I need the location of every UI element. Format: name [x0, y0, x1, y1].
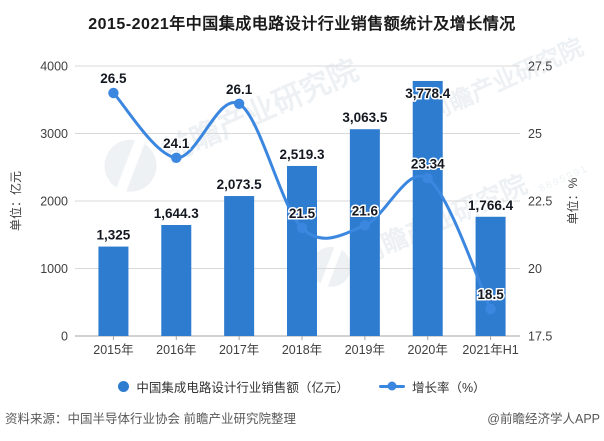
legend-bar-marker-icon: [118, 380, 130, 392]
legend-item-sales[interactable]: 中国集成电路设计行业销售额（亿元）: [118, 377, 349, 396]
source-text: 资料来源：中国半导体行业协会 前瞻产业研究院整理: [5, 412, 296, 426]
legend-line-marker-icon: [378, 381, 405, 391]
legend-item-growth[interactable]: 增长率（%）: [378, 377, 486, 396]
line-value-label: 21.6: [352, 203, 379, 218]
line-value-label: 18.5: [477, 287, 504, 302]
right-axis-tick: 25: [528, 127, 542, 141]
credit-text: @前瞻经济学人APP: [487, 412, 600, 426]
x-axis-label: 2017年: [219, 343, 259, 357]
bar-2015年[interactable]: [98, 246, 129, 336]
bar-value-label: 1,766.4: [468, 198, 514, 213]
x-axis-label: 2019年: [345, 343, 385, 357]
line-point-2016年[interactable]: [171, 152, 182, 163]
bar-2016年[interactable]: [161, 225, 192, 336]
right-axis-tick: 22.5: [528, 195, 552, 209]
line-point-2017年[interactable]: [233, 98, 245, 110]
bar-2017年[interactable]: [224, 196, 255, 336]
x-axis-label: 2018年: [282, 343, 322, 357]
right-axis-tick: 17.5: [528, 330, 552, 344]
bar-2021年H1[interactable]: [475, 216, 506, 336]
bar-2018年[interactable]: [287, 165, 317, 336]
left-axis-tick: 2000: [40, 195, 68, 209]
legend-growth-label: 增长率（%）: [411, 380, 486, 395]
x-axis-label: 2016年: [156, 343, 196, 357]
line-point-2020年[interactable]: [422, 173, 433, 184]
bar-2020年[interactable]: [412, 80, 443, 336]
left-axis-title: 单位：亿元: [8, 171, 23, 231]
line-point-2015年[interactable]: [108, 87, 119, 99]
bar-value-label: 1,325: [97, 228, 131, 243]
right-axis-title: 单位：%: [565, 177, 580, 224]
line-value-label: 26.5: [100, 71, 127, 86]
line-value-label: 26.1: [226, 82, 253, 97]
left-axis-tick: 1000: [40, 262, 68, 276]
bar-value-label: 1,644.3: [154, 206, 200, 221]
bar-value-label: 3,778.4: [405, 86, 451, 101]
line-point-2019年[interactable]: [359, 220, 371, 231]
line-value-label: 21.5: [289, 206, 316, 221]
left-axis-tick: 0: [61, 330, 68, 344]
right-axis-tick: 27.5: [528, 60, 552, 74]
line-value-label: 24.1: [163, 136, 190, 151]
left-axis-tick: 3000: [40, 127, 68, 141]
bar-value-label: 2,073.5: [217, 177, 263, 192]
right-axis-tick: 20: [528, 262, 542, 276]
line-point-2021年H1[interactable]: [485, 303, 496, 315]
legend: 中国集成电路设计行业销售额（亿元） 增长率（%）: [0, 377, 604, 395]
bar-2019年[interactable]: [349, 129, 380, 336]
x-axis-label: 2021年H1: [462, 343, 518, 357]
footer: 资料来源：中国半导体行业协会 前瞻产业研究院整理 @前瞻经济学人APP: [0, 408, 604, 427]
legend-sales-label: 中国集成电路设计行业销售额（亿元）: [136, 380, 349, 395]
chart-title: 2015-2021年中国集成电路设计行业销售额统计及增长情况: [88, 16, 516, 33]
line-value-label: 23.34: [411, 156, 445, 171]
left-axis-tick: 4000: [40, 60, 68, 74]
bar-value-label: 2,519.3: [279, 147, 325, 162]
x-axis-label: 2020年: [408, 343, 448, 357]
bar-value-label: 3,063.5: [342, 110, 388, 125]
line-point-2018年[interactable]: [296, 222, 308, 234]
x-axis-label: 2015年: [93, 343, 133, 357]
